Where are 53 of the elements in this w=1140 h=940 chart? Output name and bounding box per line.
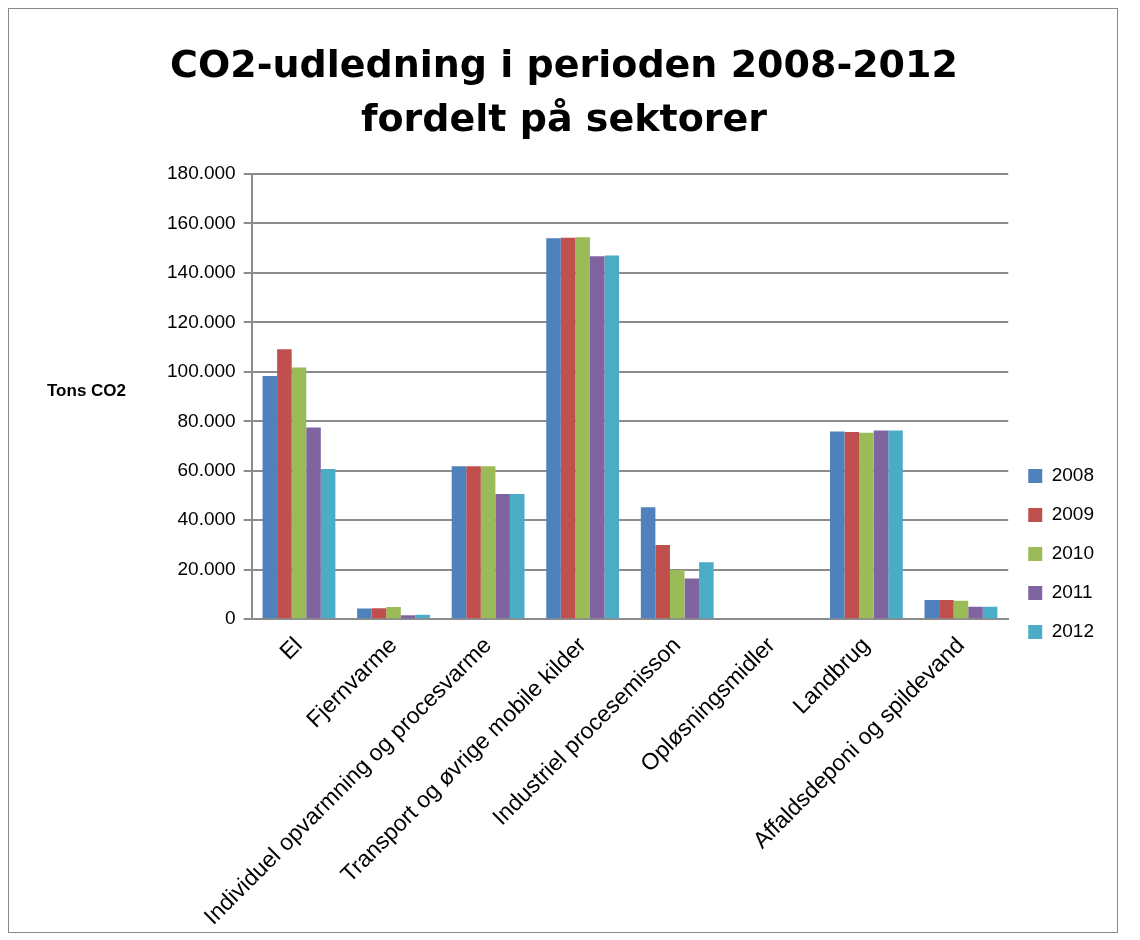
bar [466,466,481,619]
y-tick-label: 20.000 [177,557,236,579]
bar [684,578,700,619]
y-tick-label: 160.000 [166,211,236,233]
bar [509,494,525,619]
y-tick-label: 80.000 [177,409,236,431]
bar [968,606,983,619]
bar [873,430,889,619]
bar [669,569,685,619]
bar [357,608,372,619]
bar [451,466,467,619]
legend-label: 2009 [1051,503,1095,525]
bar [655,544,670,619]
x-tick-label: El [274,631,307,665]
y-tick-label: 100.000 [166,360,236,382]
legend-label: 2012 [1051,620,1095,642]
bar [495,494,510,619]
bar [306,427,321,619]
bar [480,466,496,619]
bar [699,562,714,619]
bar [400,615,416,619]
bar [604,255,620,619]
y-axis-title: Tons CO2 [47,381,127,401]
bar [386,607,401,619]
bar [939,600,954,619]
bar [546,238,561,619]
bar [924,600,940,619]
bar [560,237,576,619]
y-tick-label: 60.000 [177,459,236,480]
bar [371,608,387,619]
y-tick-label: 140.000 [166,261,236,283]
legend-label: 2008 [1051,464,1095,486]
bar [291,367,307,619]
bar [575,237,590,619]
bar [844,431,860,619]
y-tick-label: 120.000 [166,310,236,332]
legend-label: 2010 [1051,542,1095,564]
chart-title: CO2-udledning i perioden 2008-2012 fordelt på sektorer [169,41,959,142]
bar [640,507,656,619]
bar [888,430,903,619]
legend-label: 2011 [1051,581,1093,603]
bar [415,614,430,619]
bar [262,376,278,619]
bar [859,432,874,619]
bar [829,431,845,619]
bar [320,469,336,619]
y-tick-label: 0 [225,607,236,629]
bar [982,606,998,619]
bar [953,600,969,619]
bar [277,349,292,619]
bar [589,256,605,619]
y-tick-label: 180.000 [166,162,236,184]
y-tick-label: 40.000 [177,508,236,530]
